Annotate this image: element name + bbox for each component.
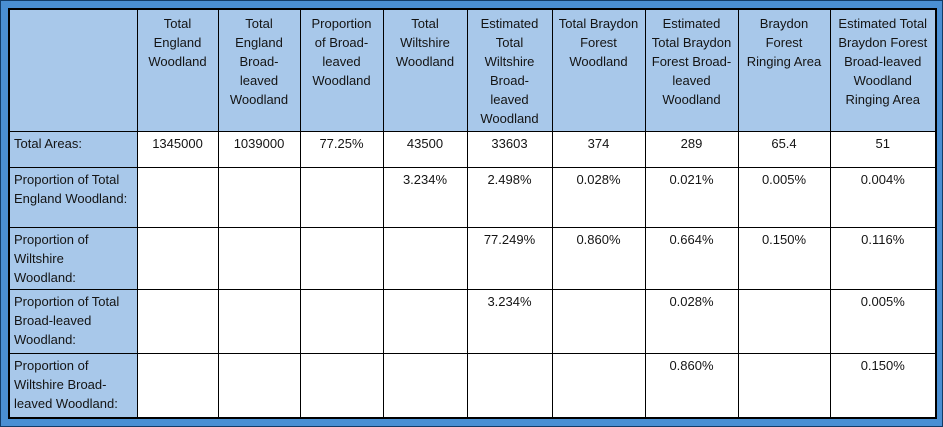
data-cell: 0.021%	[644, 166, 739, 228]
data-cell	[737, 352, 831, 419]
data-cell: 1345000	[136, 130, 219, 168]
row-label-proportion-broadleaved-woodland: Proportion of Total Broad-leaved Woodlan…	[8, 288, 138, 354]
data-cell	[382, 352, 468, 419]
header-row: Total England Woodland Total England Bro…	[8, 8, 937, 132]
data-cell: 0.005%	[737, 166, 831, 228]
data-cell: 0.664%	[644, 226, 739, 290]
table-row-total-areas: Total Areas: 1345000 1039000 77.25% 4350…	[8, 130, 937, 168]
data-cell	[136, 288, 219, 354]
column-header-total-england-broadleaved-woodland: Total England Broad- leaved Woodland	[217, 8, 301, 132]
row-label-total-areas: Total Areas:	[8, 130, 138, 168]
data-cell: 289	[644, 130, 739, 168]
column-header-total-braydon-forest-woodland: Total Braydon Forest Woodland	[551, 8, 646, 132]
data-cell: 0.005%	[829, 288, 937, 354]
data-cell: 374	[551, 130, 646, 168]
data-cell: 0.116%	[829, 226, 937, 290]
column-header-total-england-woodland: Total England Woodland	[136, 8, 219, 132]
data-cell	[551, 352, 646, 419]
data-cell	[299, 288, 384, 354]
table-row-proportion-wiltshire-broadleaved: Proportion of Wiltshire Broad- leaved Wo…	[8, 352, 937, 419]
data-cell	[737, 288, 831, 354]
data-cell	[299, 226, 384, 290]
data-cell: 0.860%	[551, 226, 646, 290]
data-cell: 33603	[466, 130, 553, 168]
data-cell: 51	[829, 130, 937, 168]
data-cell	[551, 288, 646, 354]
table-row-proportion-england: Proportion of Total England Woodland: 3.…	[8, 166, 937, 228]
data-cell: 0.150%	[737, 226, 831, 290]
data-cell	[217, 166, 301, 228]
data-cell: 0.028%	[644, 288, 739, 354]
data-cell	[217, 288, 301, 354]
table-row-proportion-wiltshire: Proportion of Wiltshire Woodland: 77.249…	[8, 226, 937, 290]
column-header-total-wiltshire-woodland: Total Wiltshire Woodland	[382, 8, 468, 132]
column-header-estimated-total-wiltshire-broadleaved: Estimated Total Wiltshire Broad- leaved …	[466, 8, 553, 132]
data-cell: 77.25%	[299, 130, 384, 168]
data-cell	[382, 226, 468, 290]
corner-cell	[8, 8, 138, 132]
data-cell: 3.234%	[382, 166, 468, 228]
data-cell: 0.004%	[829, 166, 937, 228]
data-cell	[136, 226, 219, 290]
row-label-proportion-wiltshire-woodland: Proportion of Wiltshire Woodland:	[8, 226, 138, 290]
data-cell	[382, 288, 468, 354]
column-header-proportion-broadleaved-woodland: Proportion of Broad- leaved Woodland	[299, 8, 384, 132]
data-cell: 1039000	[217, 130, 301, 168]
data-cell	[136, 166, 219, 228]
data-cell	[299, 352, 384, 419]
row-label-proportion-wiltshire-broadleaved-woodland: Proportion of Wiltshire Broad- leaved Wo…	[8, 352, 138, 419]
column-header-estimated-total-braydon-broadleaved: Estimated Total Braydon Forest Broad- le…	[644, 8, 739, 132]
data-cell	[217, 226, 301, 290]
data-cell	[299, 166, 384, 228]
data-cell: 65.4	[737, 130, 831, 168]
data-cell	[217, 352, 301, 419]
data-cell: 0.028%	[551, 166, 646, 228]
data-cell: 0.150%	[829, 352, 937, 419]
data-cell	[466, 352, 553, 419]
data-cell	[136, 352, 219, 419]
data-cell: 77.249%	[466, 226, 553, 290]
data-cell: 2.498%	[466, 166, 553, 228]
data-cell: 43500	[382, 130, 468, 168]
table-row-proportion-broadleaved: Proportion of Total Broad-leaved Woodlan…	[8, 288, 937, 354]
woodland-areas-table: Total England Woodland Total England Bro…	[8, 8, 937, 419]
data-cell: 3.234%	[466, 288, 553, 354]
column-header-estimated-total-braydon-broadleaved-ringing-area: Estimated Total Braydon Forest Broad-lea…	[829, 8, 937, 132]
column-header-braydon-forest-ringing-area: Braydon Forest Ringing Area	[737, 8, 831, 132]
data-cell: 0.860%	[644, 352, 739, 419]
row-label-proportion-england-woodland: Proportion of Total England Woodland:	[8, 166, 138, 228]
